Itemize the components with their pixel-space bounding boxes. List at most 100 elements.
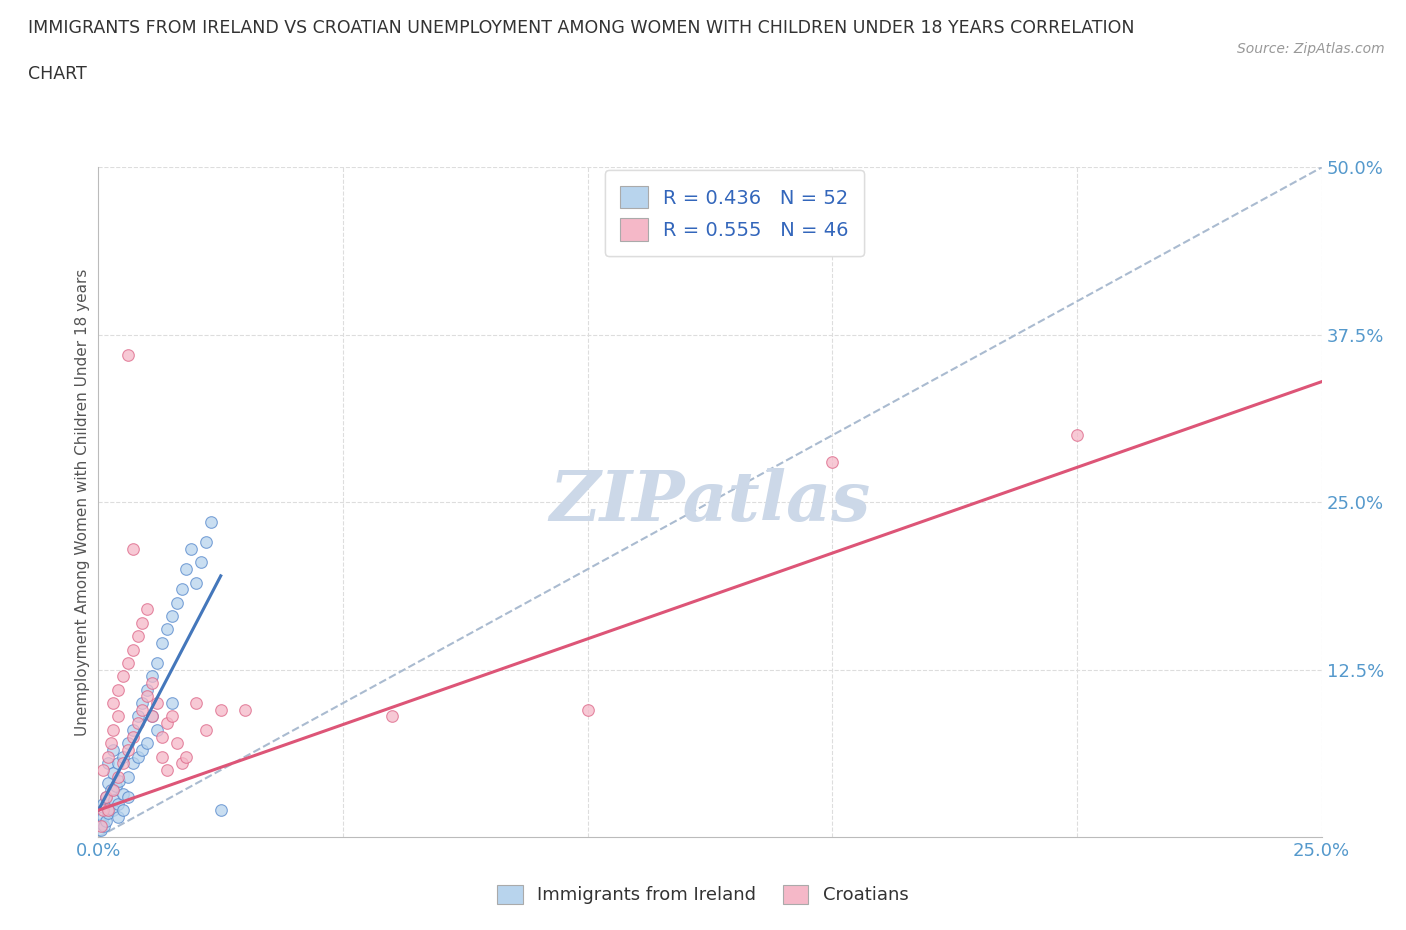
Point — [121, 541, 143, 556]
Point — [91, 809, 114, 824]
Point — [176, 750, 198, 764]
Point — [91, 763, 114, 777]
Point — [150, 750, 173, 764]
Point — [150, 729, 173, 744]
Point — [94, 790, 117, 804]
Point — [160, 696, 183, 711]
Point — [97, 805, 120, 820]
Point — [100, 736, 122, 751]
Y-axis label: Unemployment Among Women with Children Under 18 years: Unemployment Among Women with Children U… — [75, 269, 90, 736]
Point — [131, 742, 153, 757]
Point — [104, 778, 127, 793]
Point — [117, 656, 139, 671]
Point — [381, 709, 404, 724]
Point — [176, 562, 198, 577]
Point — [90, 818, 112, 833]
Point — [209, 702, 232, 717]
Point — [195, 723, 218, 737]
Point — [111, 756, 134, 771]
Point — [160, 608, 183, 623]
Point — [127, 709, 149, 724]
Point — [117, 790, 139, 804]
Point — [209, 803, 232, 817]
Point — [97, 776, 120, 790]
Point — [1066, 428, 1088, 443]
Point — [107, 756, 129, 771]
Point — [103, 792, 125, 807]
Point — [97, 750, 120, 764]
Point — [94, 790, 117, 804]
Text: CHART: CHART — [28, 65, 87, 83]
Point — [131, 696, 153, 711]
Point — [146, 656, 169, 671]
Point — [100, 783, 122, 798]
Point — [91, 817, 114, 831]
Point — [108, 774, 131, 789]
Point — [160, 709, 183, 724]
Point — [141, 709, 163, 724]
Point — [127, 750, 149, 764]
Point — [146, 696, 169, 711]
Point — [101, 803, 124, 817]
Point — [131, 616, 153, 631]
Point — [93, 818, 115, 833]
Point — [101, 765, 124, 780]
Point — [117, 742, 139, 757]
Point — [117, 769, 139, 784]
Point — [107, 809, 129, 824]
Point — [576, 702, 599, 717]
Point — [186, 696, 208, 711]
Point — [170, 582, 193, 597]
Point — [170, 756, 193, 771]
Point — [127, 629, 149, 644]
Text: IMMIGRANTS FROM IRELAND VS CROATIAN UNEMPLOYMENT AMONG WOMEN WITH CHILDREN UNDER: IMMIGRANTS FROM IRELAND VS CROATIAN UNEM… — [28, 19, 1135, 36]
Point — [166, 736, 188, 751]
Point — [94, 814, 117, 829]
Point — [101, 723, 124, 737]
Point — [195, 535, 218, 550]
Text: Source: ZipAtlas.com: Source: ZipAtlas.com — [1237, 42, 1385, 56]
Point — [141, 675, 163, 690]
Point — [90, 823, 112, 838]
Point — [146, 723, 169, 737]
Point — [111, 750, 134, 764]
Point — [121, 723, 143, 737]
Point — [136, 736, 159, 751]
Point — [136, 689, 159, 704]
Point — [117, 348, 139, 363]
Point — [150, 635, 173, 650]
Point — [117, 736, 139, 751]
Point — [107, 709, 129, 724]
Point — [111, 787, 134, 802]
Point — [111, 803, 134, 817]
Point — [121, 642, 143, 657]
Text: ZIPatlas: ZIPatlas — [550, 469, 870, 536]
Point — [821, 455, 844, 470]
Point — [200, 515, 222, 530]
Point — [127, 716, 149, 731]
Point — [156, 763, 179, 777]
Point — [233, 702, 256, 717]
Point — [101, 742, 124, 757]
Point — [97, 803, 120, 817]
Point — [141, 709, 163, 724]
Point — [166, 595, 188, 610]
Point — [121, 729, 143, 744]
Point — [91, 803, 114, 817]
Point — [156, 622, 179, 637]
Point — [141, 669, 163, 684]
Point — [136, 602, 159, 617]
Point — [190, 555, 212, 570]
Point — [156, 716, 179, 731]
Point — [98, 800, 121, 815]
Point — [136, 683, 159, 698]
Point — [121, 756, 143, 771]
Legend: R = 0.436   N = 52, R = 0.555   N = 46: R = 0.436 N = 52, R = 0.555 N = 46 — [605, 170, 865, 256]
Point — [97, 756, 120, 771]
Point — [111, 669, 134, 684]
Point — [91, 796, 114, 811]
Legend: Immigrants from Ireland, Croatians: Immigrants from Ireland, Croatians — [491, 878, 915, 911]
Point — [107, 769, 129, 784]
Point — [107, 796, 129, 811]
Point — [101, 783, 124, 798]
